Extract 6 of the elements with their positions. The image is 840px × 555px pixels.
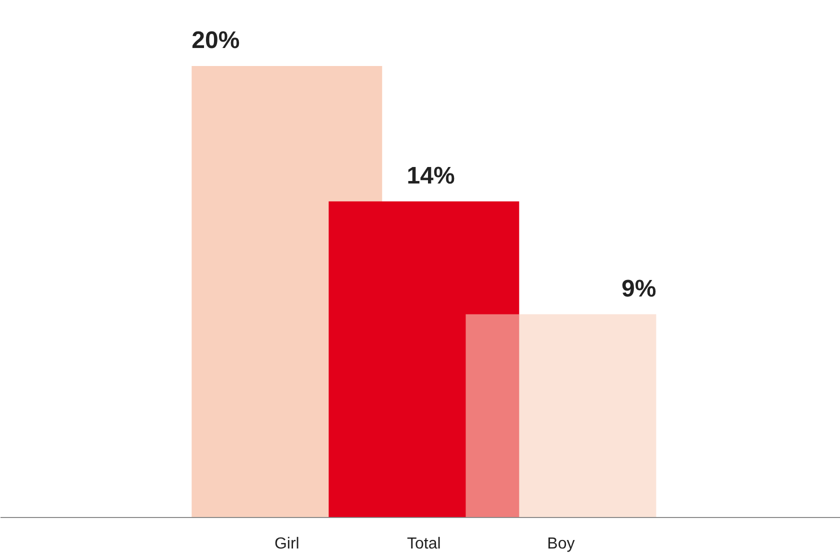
data-label: 20% bbox=[192, 26, 240, 54]
data-label: 14% bbox=[406, 162, 455, 190]
x-tick-label: Girl bbox=[274, 536, 300, 552]
data-label: 9% bbox=[622, 275, 656, 302]
x-tick-label: Total bbox=[407, 536, 441, 552]
x-tick-label: Boy bbox=[547, 536, 575, 552]
